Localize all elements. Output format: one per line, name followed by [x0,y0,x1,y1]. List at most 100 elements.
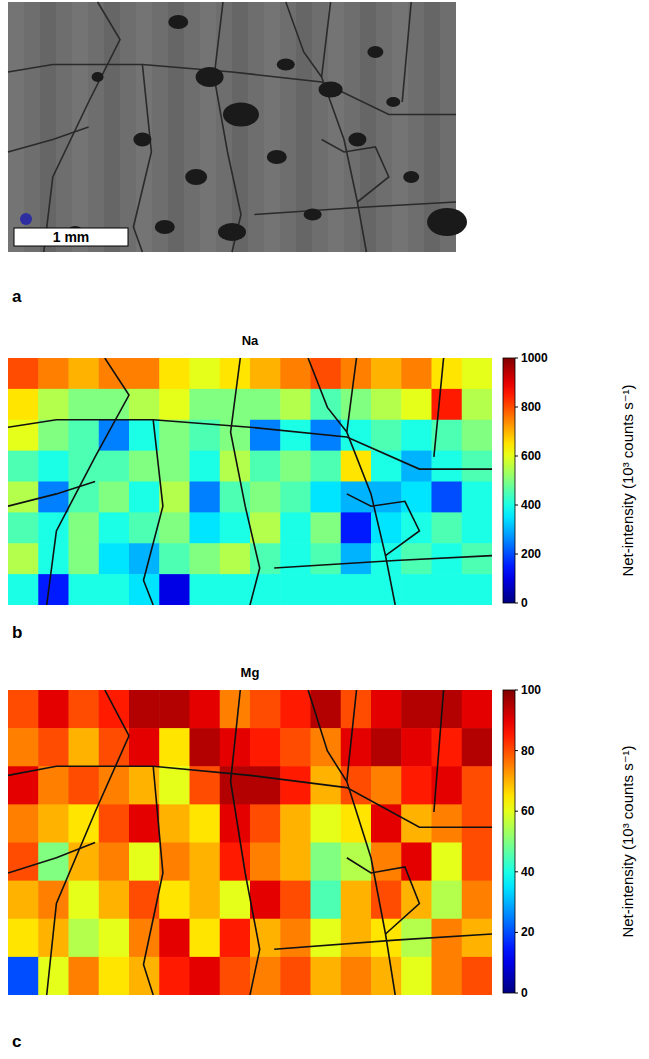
cell [159,919,190,958]
grain-boundary [347,690,395,995]
grain-boundary [308,690,347,782]
colorbar [503,690,515,993]
cell [129,512,160,543]
cell [220,766,251,805]
cells [8,358,492,605]
cell [462,843,492,882]
colorbar-tick-label: 0 [521,596,528,610]
grain-boundary [8,420,492,469]
cell [250,766,281,805]
panel-label: b [12,623,22,642]
cell [190,804,221,843]
grain-boundary [347,858,420,934]
cell [311,358,342,389]
cell [38,957,69,995]
pore [155,220,175,234]
cell [220,574,251,605]
cell [341,728,372,767]
cell [462,420,492,451]
pore [367,46,383,58]
cell [250,512,281,543]
colorbar-tick [515,932,518,933]
cell [38,420,69,451]
grain-boundary [402,2,411,102]
cell [280,358,311,389]
pore [386,97,400,107]
cell [159,690,190,729]
figure: 1 mmaNa02004006008001000Net-intensity (1… [0,0,649,1059]
cell [250,420,281,451]
cell [38,728,69,767]
stripe [8,2,24,252]
cell [129,881,160,920]
cell [190,881,221,920]
cell [401,843,432,882]
cell [462,881,492,920]
cell [69,543,100,574]
cell [311,690,342,729]
cell [159,451,190,482]
cell [220,358,251,389]
colorbar-tick [515,456,518,457]
cell [8,543,39,574]
grain-boundary [322,140,389,203]
pore [403,171,419,183]
colorbar-tick [515,603,518,604]
cell [99,512,130,543]
cell [38,389,69,420]
cell [190,843,221,882]
cell [280,420,311,451]
cell [250,804,281,843]
cell [341,957,372,995]
cell [129,451,160,482]
grain-boundary [144,420,163,605]
grain-boundary [322,2,367,252]
cell [190,512,221,543]
cell [371,358,402,389]
cell [190,389,221,420]
cell [462,482,492,513]
cell [99,881,130,920]
cell [159,843,190,882]
cell [401,451,432,482]
cell [462,574,492,605]
cell [401,766,432,805]
cell [69,957,100,995]
grain-boundary [47,358,129,605]
pore [223,103,259,127]
cell [371,728,402,767]
cell [311,512,342,543]
cell [371,574,402,605]
cell [462,804,492,843]
cell [8,728,39,767]
cell [220,512,251,543]
cell [280,451,311,482]
colorbar-tick [515,358,518,359]
cell [38,358,69,389]
cell [432,957,463,995]
cell [250,881,281,920]
cell [462,389,492,420]
cell [190,358,221,389]
stripe [168,2,184,252]
cell [371,957,402,995]
cell [280,728,311,767]
cell [190,451,221,482]
cell [190,574,221,605]
cell [99,420,130,451]
cell [311,919,342,958]
grain-boundary [434,690,444,812]
colorbar-tick-label: 400 [521,498,541,512]
cell [129,358,160,389]
grain-boundary [47,690,129,995]
cell [190,543,221,574]
cell [311,574,342,605]
stripe [200,2,216,252]
colorbar-tick-label: 80 [521,744,535,758]
cell [190,919,221,958]
colorbar-tick [515,811,518,812]
cell [462,690,492,729]
cell [401,574,432,605]
cell [159,881,190,920]
cell [311,451,342,482]
